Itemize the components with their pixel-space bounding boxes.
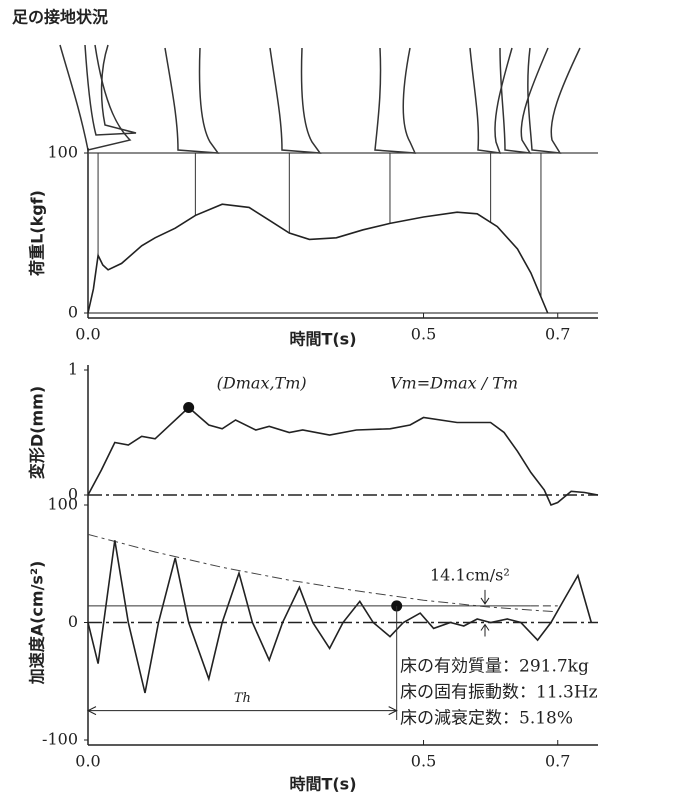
x-tick-label: 0.0: [75, 325, 100, 344]
y-tick-label: 1: [68, 360, 78, 379]
data-line: [88, 204, 548, 313]
x-tick-label: 0.5: [411, 752, 436, 771]
x-tick-label: 0.7: [545, 325, 570, 344]
figure: 足の接地状況 0 100 0.0 0.5 0.7 時間T(s) 荷重L(kgf) 0 1 変形D(…: [0, 0, 686, 794]
y-axis-label: 加速度A(cm/s²): [28, 561, 47, 686]
threshold-label: 14.1cm/s²: [430, 565, 510, 584]
marker-label: (Dmax,Tm): [217, 374, 307, 393]
x-tick-label: 0.5: [411, 325, 436, 344]
annotation: Vm=Dmax / Tm: [390, 374, 518, 393]
y-axis-label: 荷重L(kgf): [28, 190, 47, 276]
x-axis-label: 時間T(s): [289, 775, 356, 794]
feet-drawing: [60, 45, 580, 153]
page: {"chart_data": [ {"type": "line", "title…: [0, 0, 686, 798]
x-axis-label: 時間T(s): [289, 330, 356, 349]
y-tick-label: 100: [47, 143, 78, 162]
period-label: Th: [234, 691, 251, 706]
chart-title: 足の接地状況: [12, 8, 108, 27]
y-tick-label: 0: [68, 303, 78, 322]
y-tick-label: 100: [47, 495, 78, 514]
y-tick-label: -100: [42, 730, 78, 749]
info-text: 床の固有振動数：11.3Hz: [400, 683, 598, 703]
x-tick-label: 0.7: [545, 752, 570, 771]
x-tick-label: 0.0: [75, 752, 100, 771]
info-text: 床の減衰定数：5.18%: [400, 709, 573, 729]
data-line: [88, 408, 598, 506]
info-text: 床の有効質量：291.7kg: [400, 657, 589, 677]
y-axis-label: 変形D(mm): [28, 386, 47, 479]
y-tick-label: 0: [68, 612, 78, 631]
peak-marker: [183, 402, 194, 413]
